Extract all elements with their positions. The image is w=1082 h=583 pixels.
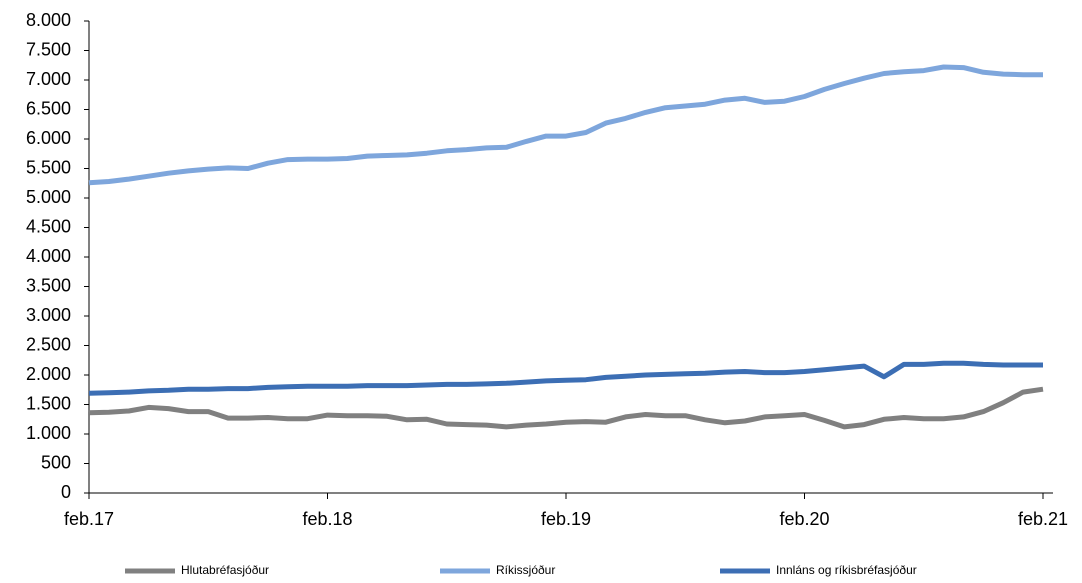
y-tick-label: 500: [41, 452, 71, 472]
y-tick-label: 6.000: [26, 128, 71, 148]
y-tick-label: 5.000: [26, 187, 71, 207]
y-tick-label: 3.000: [26, 305, 71, 325]
y-tick-label: 4.500: [26, 216, 71, 236]
x-tick-label: feb.18: [302, 509, 352, 529]
y-tick-label: 1.500: [26, 393, 71, 413]
legend-label: Ríkissjóður: [496, 563, 555, 577]
y-tick-label: 0: [61, 482, 71, 502]
line-series: [88, 360, 1043, 396]
y-tick-label: 6.500: [26, 98, 71, 118]
line-series: [88, 64, 1043, 186]
y-tick-label: 3.500: [26, 275, 71, 295]
y-tick-label: 7.500: [26, 39, 71, 59]
y-tick-label: 8.000: [26, 10, 71, 30]
y-tick-label: 2.000: [26, 364, 71, 384]
y-tick-label: 4.000: [26, 246, 71, 266]
line-series: [88, 386, 1044, 430]
y-tick-label: 2.500: [26, 334, 71, 354]
x-tick-label: feb.17: [64, 509, 114, 529]
x-tick-label: feb.20: [779, 509, 829, 529]
legend-label: Innláns og ríkisbréfasjóður: [776, 563, 917, 577]
y-tick-label: 1.000: [26, 423, 71, 443]
y-tick-label: 5.500: [26, 157, 71, 177]
legend-label: Hlutabréfasjóður: [181, 563, 269, 577]
y-tick-label: 7.000: [26, 69, 71, 89]
x-tick-label: feb.21: [1018, 509, 1068, 529]
x-tick-label: feb.19: [541, 509, 591, 529]
